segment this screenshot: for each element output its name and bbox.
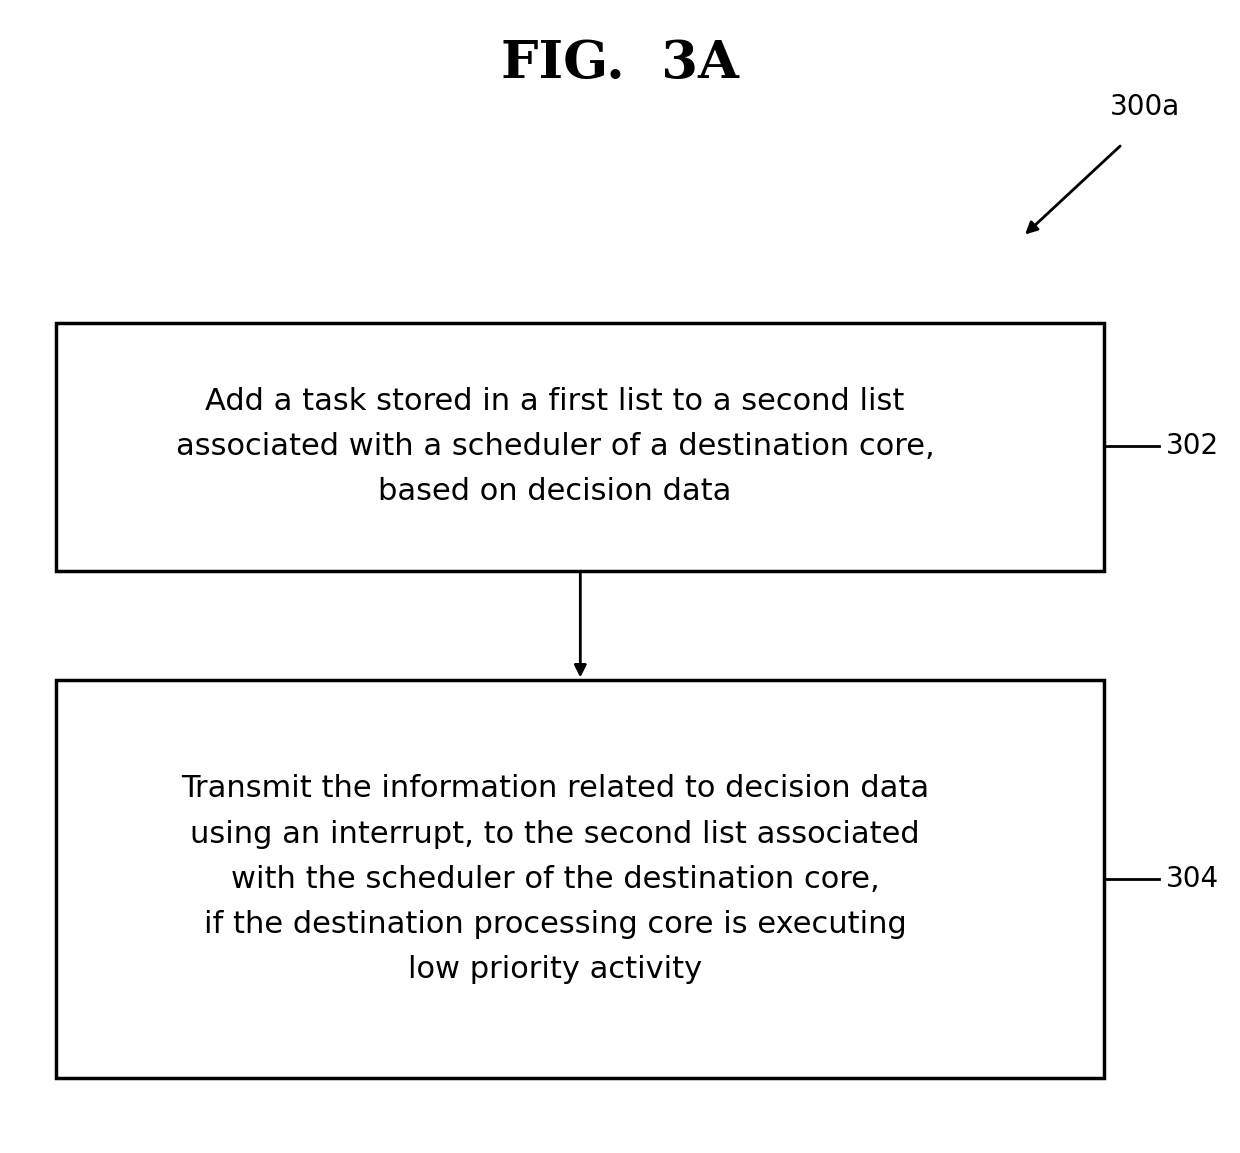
Text: FIG.  3A: FIG. 3A	[501, 38, 739, 89]
Text: 304: 304	[1166, 865, 1219, 892]
FancyBboxPatch shape	[56, 323, 1104, 571]
Text: Transmit the information related to decision data
using an interrupt, to the sec: Transmit the information related to deci…	[181, 775, 929, 984]
Text: Add a task stored in a first list to a second list
associated with a scheduler o: Add a task stored in a first list to a s…	[176, 387, 934, 506]
FancyBboxPatch shape	[56, 680, 1104, 1078]
Text: 300a: 300a	[1110, 93, 1180, 121]
Text: 302: 302	[1166, 432, 1219, 460]
